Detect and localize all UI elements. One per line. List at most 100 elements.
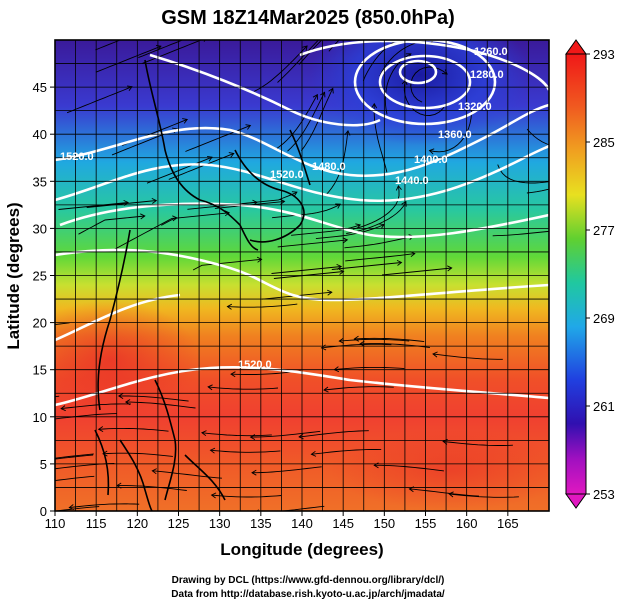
- contour-label: 1520.0: [270, 169, 304, 181]
- streamline: [55, 413, 117, 420]
- streamline: [443, 440, 513, 446]
- streamline: [185, 125, 251, 152]
- streamline-arrow: [555, 178, 560, 183]
- streamline-arrow: [328, 87, 334, 94]
- streamline-arrow: [47, 417, 52, 422]
- streamline: [299, 430, 369, 438]
- x-axis: 110 115 120 125 130 135 140 145 150 155 160 165: [45, 511, 519, 531]
- x-tick-label: 120: [126, 516, 148, 531]
- streamline-arrow: [359, 340, 365, 347]
- contour-label: 1520.0: [60, 151, 94, 163]
- streamline-arrow: [395, 184, 402, 191]
- streamline: [526, 188, 549, 194]
- streamline-arrow: [228, 152, 235, 158]
- streamline-arrow: [371, 102, 378, 109]
- streamline-arrow: [336, 263, 343, 270]
- streamline-arrow: [335, 203, 341, 209]
- streamline-arrow: [249, 434, 256, 440]
- contour-label: 1260.0: [474, 46, 508, 58]
- streamline: [324, 130, 349, 196]
- streamline: [250, 430, 321, 438]
- streamline-arrow: [327, 289, 333, 296]
- streamline-arrow: [320, 91, 326, 98]
- colorbar-tick-label: 285: [593, 135, 615, 150]
- streamline: [273, 271, 344, 279]
- credit-line-1: Drawing by DCL (https://www.gfd-dennou.o…: [172, 575, 445, 586]
- streamline: [138, 40, 184, 59]
- contour-label: 1440.0: [395, 175, 429, 187]
- colorbar: 293 285 277 269 261 253: [565, 39, 615, 509]
- chart-title: GSM 18Z14Mar2025 (850.0hPa): [161, 7, 455, 29]
- plot-area: 1520.0 1480.0 1440.0 1400.0 1360.0 1320.…: [24, 23, 594, 516]
- streamline-arrow: [428, 148, 435, 155]
- grid: [55, 40, 549, 511]
- contour-labels: 1520.0 1480.0 1440.0 1400.0 1360.0 1320.…: [60, 46, 508, 371]
- streamline-arrow: [302, 45, 308, 51]
- streamline-arrow: [210, 492, 217, 499]
- streamline-arrow: [140, 213, 146, 220]
- streamline-arrow: [245, 124, 252, 130]
- streamline-arrow: [355, 223, 362, 229]
- streamline: [201, 432, 272, 437]
- streamline-arrow: [102, 450, 108, 457]
- streamline: [345, 253, 415, 262]
- contour-label: 1480.0: [312, 161, 346, 173]
- colorbar-tick-label: 253: [593, 487, 615, 502]
- streamline-arrow: [30, 511, 34, 516]
- streamline-arrow: [224, 210, 231, 217]
- colorbar-tick-label: 277: [593, 223, 615, 238]
- streamline: [373, 103, 388, 173]
- streamline: [69, 503, 140, 509]
- streamline-arrow: [97, 426, 104, 432]
- streamline: [362, 40, 398, 81]
- streamline-arrow: [558, 228, 563, 233]
- y-tick-label: 40: [33, 127, 47, 142]
- streamline: [409, 488, 480, 497]
- streamline-arrow: [24, 459, 29, 464]
- colorbar-bottom-arrow: [565, 493, 587, 509]
- streamline: [374, 464, 444, 472]
- streamline-arrow: [251, 469, 257, 476]
- streamline-arrow: [156, 23, 161, 28]
- streamline: [526, 128, 549, 146]
- y-tick-label: 20: [33, 316, 47, 331]
- streamline-arrow: [312, 93, 318, 100]
- streamline: [98, 427, 169, 432]
- streamline: [114, 217, 177, 250]
- x-tick-label: 115: [86, 516, 107, 531]
- streamline: [432, 353, 503, 360]
- streamline: [86, 200, 157, 208]
- streamline: [192, 258, 262, 271]
- y-tick-label: 0: [40, 504, 47, 519]
- x-tick-label: 140: [291, 516, 313, 531]
- streamline: [271, 266, 342, 274]
- y-tick-label: 15: [33, 363, 47, 378]
- y-tick-label: 30: [33, 221, 47, 236]
- streamline-arrow: [338, 268, 345, 275]
- x-tick-label: 110: [45, 516, 66, 531]
- streamline-arrow: [342, 237, 349, 244]
- streamline-arrow: [198, 31, 203, 36]
- streamline: [55, 453, 94, 459]
- y-tick-label: 5: [40, 457, 47, 472]
- streamline: [102, 452, 173, 457]
- streamline: [277, 239, 348, 248]
- streamline-arrow: [323, 386, 329, 393]
- warm-region: [55, 300, 200, 420]
- contour-label: 1400.0: [414, 154, 448, 166]
- streamline-arrow: [589, 173, 594, 178]
- streamline-arrow: [407, 32, 412, 37]
- streamline-arrow: [151, 468, 157, 475]
- colorbar-scale: [565, 53, 587, 495]
- streamline-arrow: [207, 384, 213, 391]
- streamline: [354, 337, 425, 343]
- y-axis: 0 5 10 15 20 25 30 35 40 45: [33, 80, 55, 519]
- streamline: [55, 395, 60, 398]
- streamline-arrow: [230, 371, 236, 378]
- streamline-arrow: [207, 155, 213, 162]
- streamline: [298, 40, 323, 65]
- streamline-arrow: [151, 197, 158, 204]
- x-tick-label: 160: [456, 516, 478, 531]
